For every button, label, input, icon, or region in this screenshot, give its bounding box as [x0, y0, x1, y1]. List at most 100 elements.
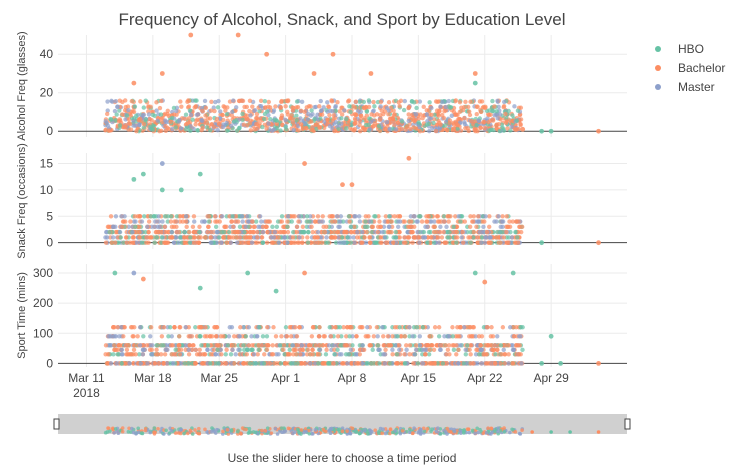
data-point	[283, 117, 288, 123]
data-point	[376, 214, 381, 219]
data-point	[270, 343, 275, 348]
data-point	[279, 214, 285, 219]
data-point	[178, 214, 183, 219]
data-point	[285, 229, 291, 235]
data-point	[517, 112, 523, 118]
data-point	[271, 127, 277, 132]
data-point	[218, 109, 223, 114]
data-point	[490, 117, 496, 122]
data-point	[354, 334, 359, 339]
data-point	[450, 325, 455, 330]
data-point	[370, 224, 376, 230]
data-point	[437, 347, 443, 353]
data-point	[119, 361, 124, 366]
legend-item-master[interactable]: Master	[655, 80, 715, 94]
slider-point	[467, 430, 472, 435]
data-point	[137, 122, 142, 128]
slider-point	[530, 430, 534, 434]
data-point	[271, 108, 277, 113]
data-point	[515, 108, 521, 113]
data-point	[382, 352, 388, 357]
data-point	[357, 99, 362, 105]
legend[interactable]: HBO Bachelor Master	[655, 42, 725, 94]
data-point	[513, 127, 518, 132]
data-point	[360, 361, 365, 366]
data-point	[307, 219, 312, 224]
data-point	[390, 347, 395, 353]
data-point	[314, 235, 320, 240]
data-point	[387, 361, 392, 366]
range-slider-right-handle[interactable]	[624, 418, 631, 430]
data-point	[498, 361, 503, 366]
data-point	[170, 115, 175, 121]
slider-point	[229, 429, 234, 433]
data-point	[397, 219, 403, 224]
data-point	[105, 224, 111, 230]
legend-item-bachelor[interactable]: Bachelor	[655, 61, 725, 75]
data-point	[187, 108, 193, 113]
y-tick-label: 300	[33, 266, 53, 280]
data-point	[450, 334, 455, 339]
legend-item-hbo[interactable]: HBO	[655, 42, 704, 56]
data-point	[510, 343, 515, 348]
data-point	[377, 347, 382, 353]
data-point	[468, 334, 474, 339]
data-point	[297, 325, 302, 330]
data-point	[116, 343, 121, 348]
data-point	[117, 108, 122, 113]
data-point	[195, 112, 201, 117]
data-point	[249, 240, 255, 245]
data-point	[130, 109, 135, 114]
data-point	[439, 235, 445, 240]
data-point	[186, 352, 192, 357]
slider-point	[388, 431, 392, 436]
data-point	[107, 343, 113, 348]
data-point	[498, 343, 504, 348]
data-point	[140, 347, 146, 353]
data-point	[474, 112, 479, 117]
data-point	[357, 352, 362, 357]
data-point	[164, 361, 170, 366]
data-point	[144, 240, 149, 245]
slider-point	[476, 430, 481, 435]
slider-point	[502, 429, 507, 434]
range-slider-left-handle[interactable]	[53, 418, 60, 430]
slider-point	[196, 431, 201, 436]
data-point	[308, 104, 313, 109]
chart-title: Frequency of Alcohol, Snack, and Sport b…	[119, 10, 566, 29]
y-tick-label: 20	[40, 86, 54, 100]
range-slider[interactable]	[53, 414, 631, 436]
slider-point	[508, 430, 512, 435]
data-point	[237, 224, 243, 230]
data-point	[363, 122, 369, 128]
data-point	[357, 122, 362, 128]
data-point	[149, 352, 154, 357]
data-point	[413, 347, 419, 353]
data-point	[424, 219, 429, 224]
data-point	[264, 109, 270, 114]
data-point	[432, 361, 437, 366]
data-point	[407, 343, 413, 348]
data-point	[152, 224, 157, 230]
data-point	[360, 325, 365, 330]
data-point	[440, 112, 445, 118]
data-point	[504, 119, 509, 124]
data-point	[331, 113, 337, 118]
slider-point	[106, 426, 110, 430]
data-point	[120, 219, 126, 224]
data-point	[310, 229, 315, 235]
data-point	[350, 343, 355, 348]
slider-point	[225, 428, 230, 432]
data-point	[183, 325, 188, 330]
data-point	[327, 325, 332, 330]
data-point	[402, 352, 407, 357]
data-point	[212, 325, 218, 330]
data-point	[417, 128, 423, 134]
data-point	[482, 240, 488, 245]
legend-label: Master	[678, 80, 715, 94]
slider-point	[307, 431, 312, 436]
data-point	[267, 361, 273, 366]
data-point	[166, 334, 171, 339]
data-point	[190, 343, 196, 348]
